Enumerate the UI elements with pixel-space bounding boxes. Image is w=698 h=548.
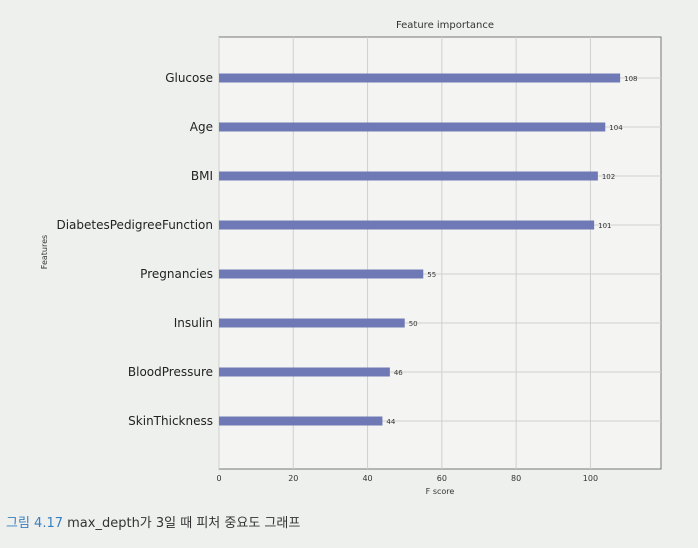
bar bbox=[219, 318, 405, 328]
bar bbox=[219, 269, 424, 279]
category-label: Age bbox=[190, 120, 213, 134]
category-label: Pregnancies bbox=[140, 267, 213, 281]
caption-text: max_depth가 3일 때 피처 중요도 그래프 bbox=[67, 516, 301, 531]
bar bbox=[219, 416, 383, 426]
category-label: DiabetesPedigreeFunction bbox=[56, 218, 213, 232]
figure-caption: 그림 4.17 max_depth가 3일 때 피처 중요도 그래프 bbox=[6, 512, 300, 531]
bar bbox=[219, 220, 595, 230]
x-tick-label: 100 bbox=[583, 474, 598, 483]
bar-value-label: 50 bbox=[409, 320, 418, 328]
bars bbox=[219, 73, 621, 426]
category-label: BMI bbox=[191, 169, 213, 183]
bar-value-label: 44 bbox=[386, 418, 395, 426]
category-label: Glucose bbox=[165, 71, 213, 85]
category-label: SkinThickness bbox=[128, 414, 213, 428]
bar-value-label: 101 bbox=[598, 222, 611, 230]
chart-title: Feature importance bbox=[396, 20, 494, 31]
bar bbox=[219, 367, 390, 377]
plot-area bbox=[218, 36, 662, 470]
bar-value-label: 104 bbox=[609, 124, 623, 132]
x-tick-label: 80 bbox=[511, 474, 521, 483]
y-axis-label: Features bbox=[40, 235, 49, 269]
figure-number: 그림 4.17 bbox=[6, 516, 63, 531]
x-axis-label: F score bbox=[426, 487, 455, 496]
x-tick-label: 20 bbox=[288, 474, 298, 483]
bar-value-label: 55 bbox=[427, 271, 436, 279]
x-tick-label: 40 bbox=[362, 474, 372, 483]
category-label: Insulin bbox=[174, 316, 213, 330]
bar bbox=[219, 73, 621, 83]
bar-value-label: 108 bbox=[624, 75, 637, 83]
category-label: BloodPressure bbox=[128, 365, 213, 379]
category-labels: 108 Glucose 104 Age 102 BMI 101 DiabetesPedigre… bbox=[56, 71, 637, 428]
x-ticks: 0 20 40 60 80 100 bbox=[216, 474, 598, 483]
x-tick-label: 60 bbox=[437, 474, 447, 483]
bar bbox=[219, 122, 606, 132]
bar-value-label: 102 bbox=[602, 173, 615, 181]
x-tick-label: 0 bbox=[216, 474, 221, 483]
bar-value-label: 46 bbox=[394, 369, 403, 377]
bar bbox=[219, 171, 598, 181]
